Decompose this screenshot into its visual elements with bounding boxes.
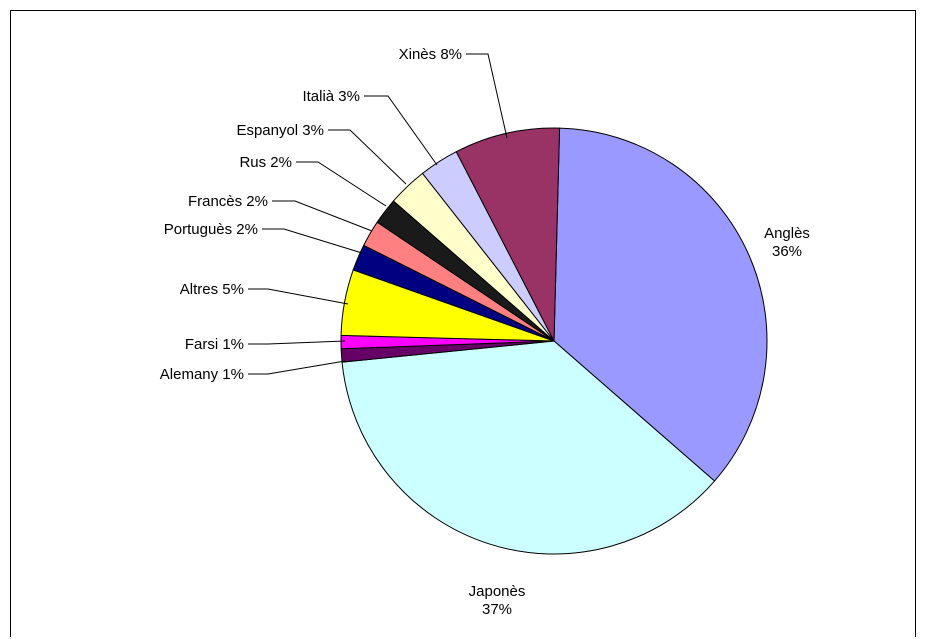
slice-label-japones: Japonès 37% [469, 583, 526, 618]
slice-label-angles: Anglès 36% [764, 225, 810, 260]
slice-label-frances: Francès 2% [188, 193, 268, 210]
slice-label-farsi: Farsi 1% [185, 336, 244, 353]
slice-label-altres: Altres 5% [180, 281, 244, 298]
leader-line-farsi [248, 340, 346, 345]
slice-label-alemany: Alemany 1% [160, 366, 244, 383]
leader-line-italia [364, 95, 438, 166]
leader-line-rus [296, 161, 387, 207]
leader-line-altres [248, 288, 349, 305]
slice-label-xines: Xinès 8% [399, 46, 462, 63]
leader-line-alemany [248, 360, 346, 375]
leader-line-espanyol [328, 129, 407, 185]
pie-slice-angles [553, 127, 768, 482]
chart-frame [10, 10, 916, 637]
slice-label-portugues: Portuguès 2% [164, 221, 258, 238]
leader-line-xines [466, 53, 508, 139]
slice-labels: Anglès 36% Japonès 37% Alemany 1% Farsi 1% Alt… [160, 46, 810, 618]
pie-slice-japones [341, 340, 716, 555]
slice-label-rus: Rus 2% [239, 154, 292, 171]
leader-line-portugues [262, 228, 363, 254]
pie-slices [340, 127, 768, 555]
leader-lines [248, 53, 508, 375]
slice-label-espanyol: Espanyol 3% [236, 122, 324, 139]
leader-line-frances [272, 200, 373, 232]
slice-label-italia: Italià 3% [302, 88, 360, 105]
